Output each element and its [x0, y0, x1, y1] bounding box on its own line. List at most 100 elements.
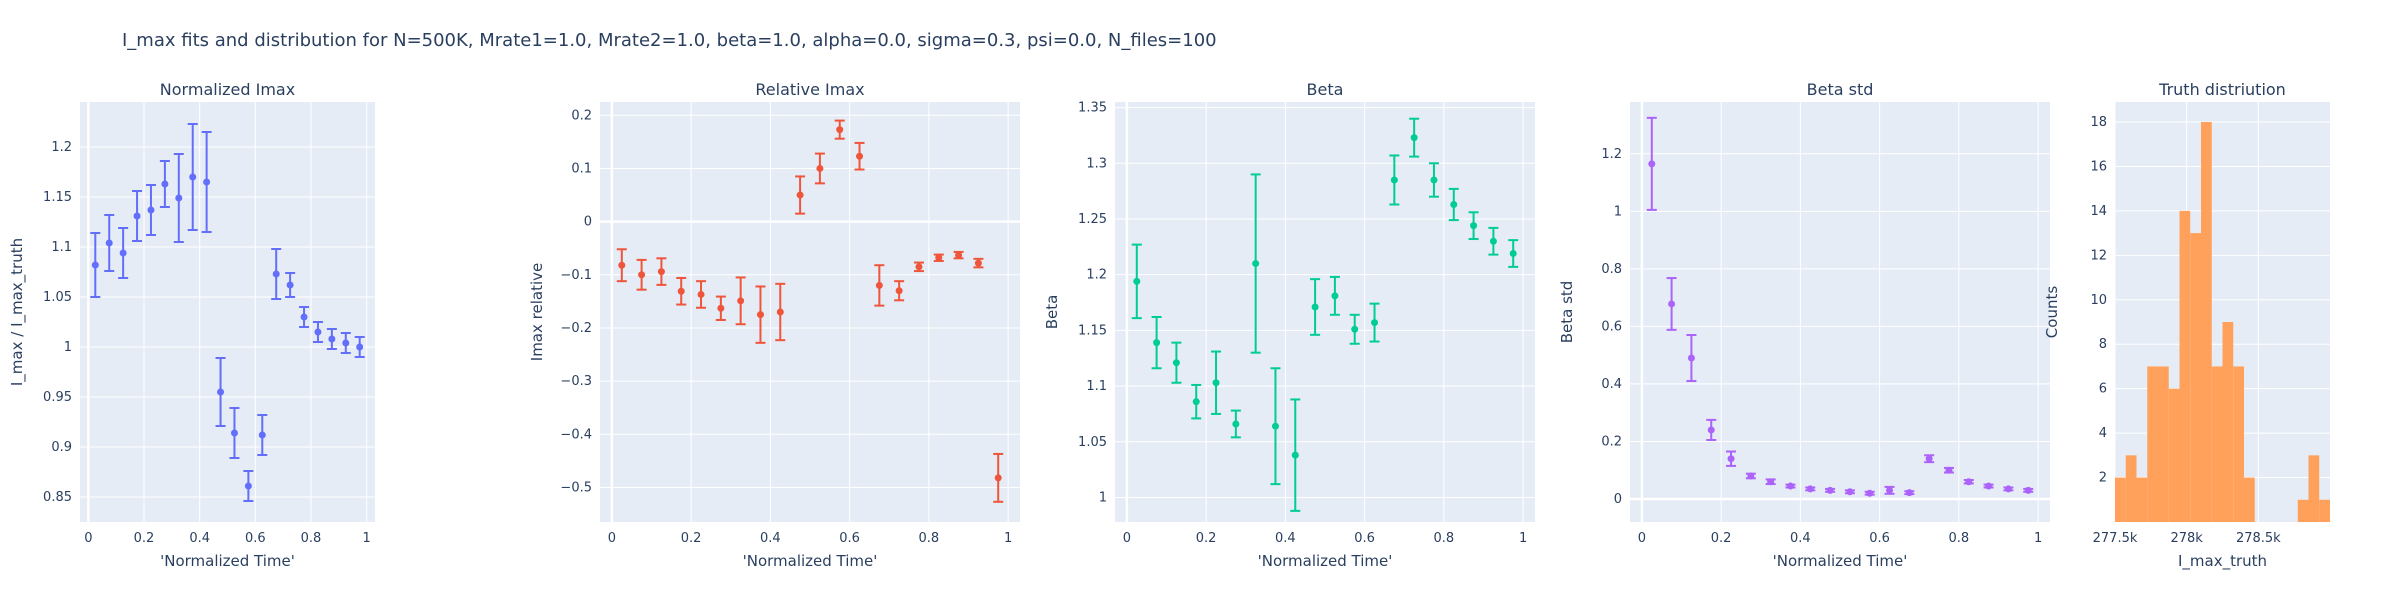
y-tick-label: 1	[1614, 204, 1622, 219]
data-point	[1945, 466, 1953, 474]
data-point	[717, 304, 725, 312]
data-point	[776, 308, 784, 316]
x-tick-label: 0.4	[1275, 531, 1296, 546]
data-point	[1153, 339, 1161, 347]
y-tick-label: 12	[2090, 248, 2107, 263]
data-point	[994, 474, 1002, 482]
data-point	[230, 429, 238, 437]
y-tick-label: −0.5	[560, 480, 592, 495]
data-point	[328, 335, 336, 343]
y-tick-label: 4	[2099, 426, 2107, 441]
data-point	[796, 191, 804, 199]
data-point	[915, 263, 923, 271]
data-point	[836, 126, 844, 134]
x-tick-label: 278k	[2170, 531, 2203, 546]
y-tick-label: 1.15	[43, 190, 72, 205]
data-point	[1410, 134, 1418, 142]
x-tick-label: 0.2	[134, 531, 155, 546]
data-point	[638, 271, 646, 279]
figure-title: I_max fits and distribution for N=500K, …	[122, 30, 1217, 51]
y-tick-label: −0.3	[560, 374, 592, 389]
y-tick-label: −0.1	[560, 268, 592, 283]
y-tick-label: −0.4	[560, 427, 592, 442]
subplot-title: Truth distriution	[2158, 80, 2286, 99]
data-point	[119, 249, 127, 257]
histogram-bar	[2158, 366, 2169, 522]
histogram-bar	[2125, 455, 2137, 522]
data-point	[286, 281, 294, 289]
data-point	[1172, 359, 1180, 367]
data-point	[1826, 486, 1834, 494]
subplot-title: Beta std	[1807, 80, 1874, 99]
data-point	[258, 431, 266, 439]
data-point	[91, 261, 99, 269]
x-tick-label: 0.8	[1949, 531, 1970, 546]
data-point	[657, 268, 665, 276]
data-point	[875, 281, 883, 289]
x-axis-title: 'Normalized Time'	[1258, 552, 1393, 570]
y-tick-label: 1.2	[51, 140, 72, 155]
x-axis-title: 'Normalized Time'	[743, 552, 878, 570]
histogram-bar	[2190, 233, 2201, 522]
data-point	[697, 290, 705, 298]
y-tick-label: 1.2	[1086, 268, 1107, 283]
y-axis-title: Imax relative	[528, 263, 546, 361]
data-point	[1985, 482, 1993, 490]
y-tick-label: −0.2	[560, 321, 592, 336]
data-point	[2024, 486, 2032, 494]
histogram-bar	[2201, 122, 2212, 522]
y-tick-label: 0	[1614, 492, 1622, 507]
histogram-bar	[2222, 322, 2234, 522]
data-point	[2004, 485, 2012, 493]
x-axis-title: 'Normalized Time'	[1773, 552, 1908, 570]
data-point	[1786, 482, 1794, 490]
subplot-3: 0 0.2 0.4 0.6 0.8 1 1 1.05 1.1 1.15 1.2 1.25 1.3 1.35…	[1043, 80, 1535, 570]
data-point	[974, 259, 982, 267]
x-tick-label: 0.6	[1869, 531, 1890, 546]
plot-area	[1630, 102, 2050, 522]
y-tick-label: 2	[2099, 471, 2107, 486]
histogram-bar	[2233, 366, 2244, 522]
x-tick-label: 1	[1004, 531, 1012, 546]
y-tick-label: 1	[64, 340, 72, 355]
data-point	[1252, 260, 1260, 268]
x-tick-label: 0.8	[919, 531, 940, 546]
data-point	[1965, 478, 1973, 486]
data-point	[1668, 300, 1676, 308]
x-tick-label: 0.2	[1196, 531, 1217, 546]
data-point	[856, 152, 864, 160]
data-point	[1430, 176, 1438, 184]
data-point	[1905, 489, 1913, 497]
data-point	[955, 251, 963, 259]
data-point	[1727, 455, 1735, 463]
histogram-bar	[2136, 477, 2148, 522]
y-axis-title: Beta std	[1558, 281, 1576, 344]
histogram-bar	[2319, 499, 2330, 522]
data-point	[1351, 325, 1359, 333]
y-tick-label: 6	[2099, 382, 2107, 397]
y-tick-label: 1.3	[1086, 156, 1107, 171]
x-tick-label: 0.8	[1434, 531, 1455, 546]
data-point	[147, 206, 155, 214]
data-point	[1390, 176, 1398, 184]
y-tick-label: 1	[1099, 490, 1107, 505]
histogram-bar	[2115, 477, 2126, 522]
x-tick-label: 278.5k	[2236, 531, 2281, 546]
y-tick-label: 0.95	[43, 390, 72, 405]
y-axis-title: Counts	[2043, 286, 2061, 339]
data-point	[816, 164, 824, 172]
x-tick-label: 0	[1123, 531, 1131, 546]
y-tick-label: 0.4	[1601, 377, 1622, 392]
histogram-bar	[2297, 499, 2309, 522]
data-point	[1806, 485, 1814, 493]
data-point	[1331, 292, 1339, 300]
data-point	[1846, 488, 1854, 496]
data-point	[1291, 451, 1299, 459]
data-point	[189, 173, 197, 181]
data-point	[300, 313, 308, 321]
histogram-bar	[2179, 210, 2191, 522]
subplot-4: 0 0.2 0.4 0.6 0.8 1 0 0.2 0.4 0.6 0.8 1 1.2 Beta std '…	[1558, 80, 2050, 570]
data-point	[203, 178, 211, 186]
x-tick-label: 0	[608, 531, 616, 546]
